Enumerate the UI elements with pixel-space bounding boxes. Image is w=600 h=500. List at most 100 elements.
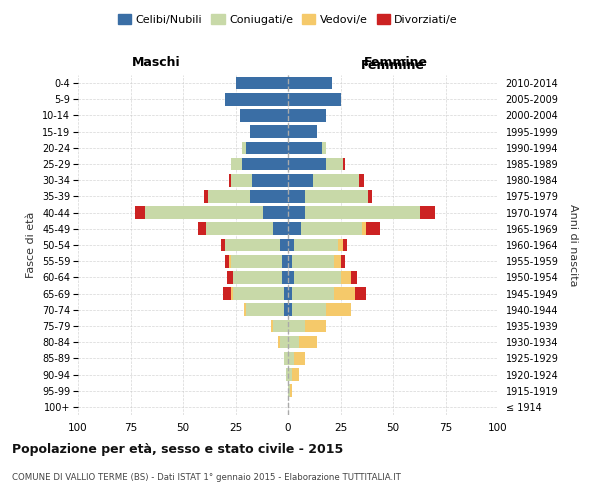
Bar <box>368 190 372 202</box>
Bar <box>305 190 368 202</box>
Bar <box>288 271 295 283</box>
Bar <box>240 109 288 122</box>
Bar <box>288 320 305 332</box>
Bar <box>286 368 288 381</box>
Bar <box>366 222 380 235</box>
Bar <box>252 174 288 186</box>
Bar <box>280 336 288 348</box>
Bar <box>227 271 233 283</box>
Bar <box>244 304 246 316</box>
Bar <box>233 271 282 283</box>
Text: Popolazione per età, sesso e stato civile - 2015: Popolazione per età, sesso e stato civil… <box>12 442 343 456</box>
Bar <box>242 158 288 170</box>
Bar <box>242 142 246 154</box>
Bar <box>288 384 290 397</box>
Bar <box>208 190 250 202</box>
Bar <box>232 288 233 300</box>
Text: COMUNE DI VALLIO TERME (BS) - Dati ISTAT 1° gennaio 2015 - Elaborazione TUTTITAL: COMUNE DI VALLIO TERME (BS) - Dati ISTAT… <box>12 472 401 482</box>
Bar <box>292 255 334 268</box>
Bar <box>232 255 282 268</box>
Bar <box>305 320 326 332</box>
Bar <box>288 222 301 235</box>
Bar <box>292 304 326 316</box>
Bar <box>334 288 355 300</box>
Bar <box>204 190 208 202</box>
Bar <box>229 255 232 268</box>
Bar <box>206 222 274 235</box>
Bar <box>250 190 288 202</box>
Bar <box>246 142 288 154</box>
Bar <box>341 255 344 268</box>
Bar <box>235 77 288 90</box>
Bar <box>233 288 284 300</box>
Bar <box>338 238 343 252</box>
Bar <box>343 158 345 170</box>
Bar <box>288 93 341 106</box>
Bar <box>288 368 292 381</box>
Bar <box>225 238 280 252</box>
Bar <box>288 77 332 90</box>
Bar <box>288 336 299 348</box>
Bar <box>326 158 343 170</box>
Text: Femmine: Femmine <box>364 56 428 69</box>
Bar <box>221 238 225 252</box>
Bar <box>361 222 366 235</box>
Bar <box>288 304 292 316</box>
Text: Maschi: Maschi <box>131 56 181 69</box>
Bar <box>355 288 366 300</box>
Bar <box>292 288 334 300</box>
Bar <box>288 126 317 138</box>
Bar <box>290 384 292 397</box>
Bar <box>134 206 145 219</box>
Bar <box>288 142 322 154</box>
Bar <box>341 271 351 283</box>
Bar <box>359 174 364 186</box>
Bar <box>288 288 292 300</box>
Bar <box>232 158 242 170</box>
Bar <box>225 255 229 268</box>
Bar <box>322 142 326 154</box>
Bar <box>288 109 326 122</box>
Bar <box>295 271 341 283</box>
Text: Femmine: Femmine <box>361 58 425 71</box>
Bar <box>246 304 284 316</box>
Bar <box>197 222 206 235</box>
Bar <box>288 255 292 268</box>
Bar <box>288 352 295 364</box>
Bar <box>284 304 288 316</box>
Bar <box>326 304 351 316</box>
Bar <box>284 352 288 364</box>
Bar <box>288 174 313 186</box>
Bar <box>225 93 288 106</box>
Bar <box>305 206 421 219</box>
Legend: Celibi/Nubili, Coniugati/e, Vedovi/e, Divorziati/e: Celibi/Nubili, Coniugati/e, Vedovi/e, Di… <box>115 10 461 28</box>
Bar <box>263 206 288 219</box>
Bar <box>299 336 317 348</box>
Y-axis label: Anni di nascita: Anni di nascita <box>568 204 578 286</box>
Bar <box>232 174 252 186</box>
Bar <box>274 222 288 235</box>
Bar <box>295 238 338 252</box>
Bar <box>421 206 435 219</box>
Bar <box>288 206 305 219</box>
Bar <box>282 271 288 283</box>
Bar <box>288 190 305 202</box>
Bar <box>284 288 288 300</box>
Bar <box>282 255 288 268</box>
Bar <box>292 368 299 381</box>
Bar <box>288 238 295 252</box>
Bar <box>145 206 263 219</box>
Bar <box>229 174 232 186</box>
Bar <box>271 320 274 332</box>
Bar <box>343 238 347 252</box>
Bar <box>277 336 280 348</box>
Bar <box>351 271 358 283</box>
Bar <box>274 320 288 332</box>
Bar <box>223 288 232 300</box>
Y-axis label: Fasce di età: Fasce di età <box>26 212 37 278</box>
Bar <box>295 352 305 364</box>
Bar <box>301 222 362 235</box>
Bar <box>288 158 326 170</box>
Bar <box>313 174 359 186</box>
Bar <box>280 238 288 252</box>
